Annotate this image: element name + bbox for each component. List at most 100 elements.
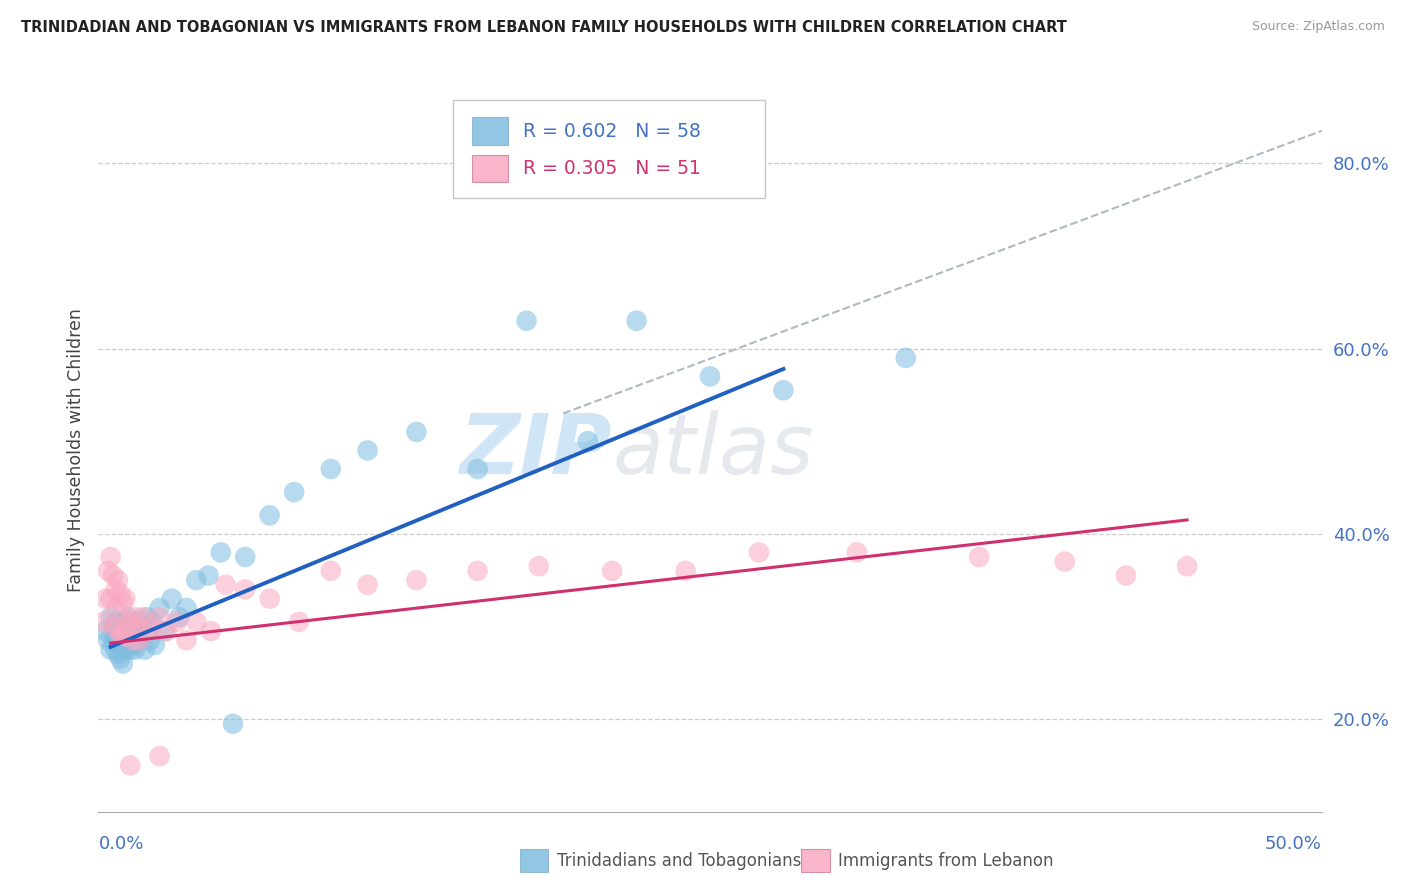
Point bbox=[319, 564, 342, 578]
Point bbox=[233, 549, 256, 564]
Point bbox=[186, 573, 208, 587]
Point bbox=[100, 610, 122, 624]
Point bbox=[114, 591, 136, 606]
Point bbox=[117, 638, 139, 652]
Y-axis label: Family Households with Children: Family Households with Children bbox=[66, 309, 84, 592]
Point bbox=[845, 545, 868, 559]
Point bbox=[100, 591, 122, 606]
Text: 50.0%: 50.0% bbox=[1265, 835, 1322, 853]
Point bbox=[748, 545, 770, 559]
Point bbox=[233, 582, 256, 597]
Point bbox=[110, 629, 132, 643]
Point bbox=[288, 615, 311, 629]
Point bbox=[104, 601, 127, 615]
Point bbox=[176, 633, 198, 648]
Point bbox=[114, 642, 136, 657]
Point bbox=[117, 610, 139, 624]
Point bbox=[699, 369, 721, 384]
Point bbox=[894, 351, 917, 365]
Point bbox=[110, 624, 132, 639]
Point bbox=[124, 610, 146, 624]
Point bbox=[259, 591, 281, 606]
Point bbox=[600, 564, 623, 578]
Point bbox=[197, 568, 219, 582]
Point bbox=[214, 578, 236, 592]
Point bbox=[97, 564, 120, 578]
Point bbox=[107, 573, 129, 587]
Text: TRINIDADIAN AND TOBAGONIAN VS IMMIGRANTS FROM LEBANON FAMILY HOUSEHOLDS WITH CHI: TRINIDADIAN AND TOBAGONIAN VS IMMIGRANTS… bbox=[21, 20, 1067, 35]
Text: Immigrants from Lebanon: Immigrants from Lebanon bbox=[838, 852, 1053, 870]
Text: atlas: atlas bbox=[612, 410, 814, 491]
Point bbox=[107, 619, 129, 633]
Point bbox=[111, 638, 134, 652]
Point bbox=[209, 545, 232, 559]
Point bbox=[101, 568, 124, 582]
Point bbox=[186, 615, 208, 629]
Point bbox=[111, 596, 134, 610]
Point bbox=[259, 508, 281, 523]
Point bbox=[149, 610, 172, 624]
Point bbox=[124, 624, 146, 639]
Point bbox=[127, 619, 149, 633]
Point bbox=[356, 578, 378, 592]
Point bbox=[120, 758, 142, 772]
FancyBboxPatch shape bbox=[453, 100, 765, 198]
Point bbox=[136, 624, 159, 639]
Point bbox=[405, 425, 427, 439]
Point bbox=[111, 629, 134, 643]
Point bbox=[101, 633, 124, 648]
Point bbox=[131, 619, 153, 633]
FancyBboxPatch shape bbox=[471, 118, 508, 145]
Point bbox=[101, 619, 124, 633]
Point bbox=[121, 619, 143, 633]
Point bbox=[356, 443, 378, 458]
Point bbox=[121, 633, 143, 648]
Point bbox=[141, 619, 163, 633]
Text: Trinidadians and Tobagonians: Trinidadians and Tobagonians bbox=[557, 852, 801, 870]
Point bbox=[576, 434, 599, 449]
Point bbox=[104, 615, 127, 629]
Point bbox=[117, 615, 139, 629]
Point bbox=[114, 629, 136, 643]
Text: R = 0.602   N = 58: R = 0.602 N = 58 bbox=[523, 121, 700, 141]
Point bbox=[91, 615, 114, 629]
Point bbox=[139, 633, 162, 648]
Point bbox=[283, 485, 305, 500]
Point bbox=[100, 642, 122, 657]
Point bbox=[94, 591, 117, 606]
Text: Source: ZipAtlas.com: Source: ZipAtlas.com bbox=[1251, 20, 1385, 33]
Point bbox=[160, 591, 183, 606]
Text: R = 0.305   N = 51: R = 0.305 N = 51 bbox=[523, 159, 700, 178]
Point bbox=[111, 657, 134, 671]
Point bbox=[141, 615, 163, 629]
FancyBboxPatch shape bbox=[471, 155, 508, 182]
Point bbox=[1115, 568, 1137, 582]
Point bbox=[94, 624, 117, 639]
Point bbox=[136, 610, 159, 624]
Point bbox=[153, 624, 176, 639]
Point bbox=[515, 314, 537, 328]
Point bbox=[1175, 559, 1198, 574]
Point bbox=[127, 615, 149, 629]
Point bbox=[405, 573, 427, 587]
Point bbox=[110, 587, 132, 601]
Point bbox=[467, 564, 489, 578]
Point bbox=[104, 629, 127, 643]
Point bbox=[114, 615, 136, 629]
Point bbox=[129, 633, 152, 648]
Text: 0.0%: 0.0% bbox=[98, 835, 143, 853]
Point bbox=[166, 615, 188, 629]
Point bbox=[131, 610, 153, 624]
Point bbox=[149, 601, 172, 615]
Point bbox=[967, 549, 990, 564]
Point bbox=[129, 633, 152, 648]
Point bbox=[110, 638, 132, 652]
Point bbox=[107, 647, 129, 661]
Point bbox=[467, 462, 489, 476]
Point bbox=[101, 619, 124, 633]
Point bbox=[167, 610, 190, 624]
Point bbox=[1053, 555, 1076, 569]
Point bbox=[104, 642, 127, 657]
Point bbox=[111, 619, 134, 633]
Point bbox=[222, 716, 245, 731]
